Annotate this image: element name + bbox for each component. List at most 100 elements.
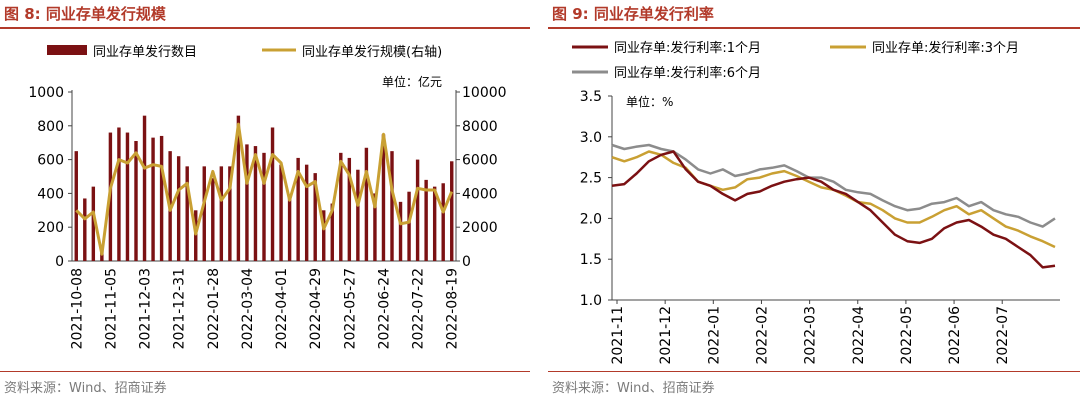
- left-bar-issuance-count: [450, 161, 454, 261]
- right-source-rule: [548, 371, 1080, 372]
- left-legend-line-label: 同业存单发行规模(右轴): [302, 44, 442, 60]
- left-bar-issuance-count: [432, 186, 437, 261]
- right-y-tick-label: 1.0: [580, 293, 602, 309]
- left-bar-issuance-count: [117, 127, 121, 262]
- left-legend-bar-swatch: [47, 45, 87, 55]
- left-bar-issuance-count: [91, 186, 96, 261]
- left-y2-tick-label: 4000: [462, 186, 498, 202]
- left-x-tick-label: 2022-04-01: [274, 268, 290, 349]
- right-legend-1m-label: 同业存单:发行利率:1个月: [614, 40, 761, 56]
- left-bar-issuance-count: [390, 151, 394, 261]
- left-bar-issuance-count: [373, 193, 377, 261]
- left-bar-issuance-count: [407, 191, 411, 261]
- left-chart: 同业存单发行数目 同业存单发行规模(右轴) 单位：亿元 0 200 400 600 80…: [28, 44, 506, 349]
- left-x-tick-label: 2021-12-03: [138, 268, 154, 349]
- right-y-tick-label: 2.5: [580, 171, 602, 187]
- left-y2-tick-label: 6000: [462, 153, 498, 169]
- left-bar-issuance-count: [270, 127, 275, 262]
- right-y-tick-label: 3.0: [580, 130, 602, 146]
- left-bar-issuance-count: [211, 178, 215, 261]
- left-bar-issuance-count: [83, 198, 87, 261]
- right-x-tick-label: 2022-03: [803, 306, 819, 365]
- left-x-tick-label: 2022-06-24: [376, 268, 392, 349]
- left-legend-bar-label: 同业存单发行数目: [93, 44, 197, 60]
- left-bar-issuance-count: [134, 141, 138, 261]
- left-y2-tick-label: 0: [462, 254, 471, 270]
- left-x-tick-label: 2022-05-27: [342, 268, 358, 349]
- left-bar-issuance-count: [219, 166, 224, 261]
- left-bar-issuance-count: [202, 166, 206, 261]
- right-x-tick-label: 2022-02: [754, 306, 770, 365]
- right-x-tick-label: 2022-07: [995, 306, 1011, 365]
- left-bar-issuance-count: [296, 157, 300, 261]
- left-bar-issuance-count: [415, 159, 420, 261]
- right-y-tick-label: 3.5: [580, 89, 602, 105]
- right-x-tick-label: 2022-06: [947, 306, 963, 365]
- right-x-tick-label: 2022-04: [851, 306, 867, 365]
- left-bar-issuance-count: [245, 144, 249, 261]
- left-bar-issuance-count: [304, 164, 309, 261]
- left-bar-issuance-count: [347, 157, 352, 261]
- left-bar-issuance-count: [339, 152, 343, 261]
- right-x-tick-label: 2021-12: [658, 306, 674, 365]
- left-bar-issuance-count: [159, 135, 164, 261]
- right-chart: 同业存单:发行利率:1个月 同业存单:发行利率:3个月 同业存单:发行利率:6个…: [572, 40, 1060, 365]
- left-y2-tick-label: 8000: [462, 119, 498, 135]
- left-y-tick-label: 600: [37, 153, 64, 169]
- right-line-series: [611, 143, 1056, 228]
- left-x-tick-label: 2021-12-31: [172, 268, 188, 349]
- right-legend-3m-label: 同业存单:发行利率:3个月: [872, 40, 1019, 56]
- left-bar-issuance-count: [262, 152, 266, 261]
- left-bar-issuance-count: [313, 173, 317, 261]
- left-bar-issuance-count: [279, 164, 283, 261]
- left-bar-issuance-count: [142, 115, 147, 261]
- left-line-issuance-volume: [75, 122, 454, 256]
- left-x-tick-label: 2022-04-29: [308, 268, 324, 349]
- left-bar-issuance-count: [356, 169, 360, 261]
- left-x-tick-label: 2021-11-05: [103, 268, 119, 349]
- left-bar-issuance-count: [287, 196, 292, 261]
- left-bar-issuance-count: [228, 166, 232, 261]
- right-source-note: 资料来源：Wind、招商证券: [552, 381, 715, 396]
- left-source-rule: [0, 371, 530, 372]
- left-bar-issuance-count: [381, 134, 386, 261]
- right-y-tick-label: 1.5: [580, 252, 602, 268]
- left-bar-issuance-count: [364, 147, 369, 261]
- left-bar-issuance-count: [253, 146, 258, 261]
- left-bar-issuance-count: [236, 115, 241, 261]
- right-line-series: [611, 150, 1056, 269]
- left-x-tick-label: 2022-08-19: [445, 268, 461, 349]
- left-bar-issuance-count: [151, 137, 155, 261]
- left-x-tick-label: 2022-03-04: [240, 268, 256, 349]
- left-x-tick-label: 2022-01-28: [206, 268, 222, 349]
- right-x-tick-label: 2022-01: [706, 306, 722, 365]
- left-title-rule: [0, 27, 530, 29]
- right-title-rule: [548, 27, 1080, 29]
- left-bar-issuance-count: [194, 210, 198, 261]
- left-bar-issuance-count: [441, 183, 445, 261]
- right-legend-6m-label: 同业存单:发行利率:6个月: [614, 65, 761, 81]
- left-bar-issuance-count: [74, 151, 78, 261]
- right-y-tick-label: 2.0: [580, 211, 602, 227]
- left-y-tick-label: 800: [37, 119, 64, 135]
- left-bar-issuance-count: [176, 156, 181, 261]
- left-unit-label: 单位：亿元: [382, 74, 442, 89]
- left-bar-issuance-count: [330, 203, 334, 261]
- left-y-tick-label: 200: [37, 220, 64, 236]
- left-y-tick-label: 400: [37, 186, 64, 202]
- left-y-tick-label: 1000: [28, 85, 64, 101]
- left-bar-issuance-count: [185, 166, 189, 261]
- left-bar-issuance-count: [322, 210, 326, 261]
- left-y2-tick-label: 2000: [462, 220, 498, 236]
- left-panel-title: 图 8: 同业存单发行规模: [4, 5, 166, 23]
- left-source-note: 资料来源：Wind、招商证券: [4, 381, 167, 396]
- left-y2-tick-label: 10000: [462, 85, 507, 101]
- left-bar-issuance-count: [125, 132, 130, 261]
- right-x-tick-label: 2022-05: [899, 306, 915, 365]
- left-y-tick-label: 0: [55, 254, 64, 270]
- right-x-tick-label: 2021-11: [610, 306, 626, 365]
- left-bar-issuance-count: [398, 201, 403, 261]
- left-x-tick-label: 2022-07-22: [411, 268, 427, 349]
- right-panel-title: 图 9: 同业存单发行利率: [552, 5, 714, 23]
